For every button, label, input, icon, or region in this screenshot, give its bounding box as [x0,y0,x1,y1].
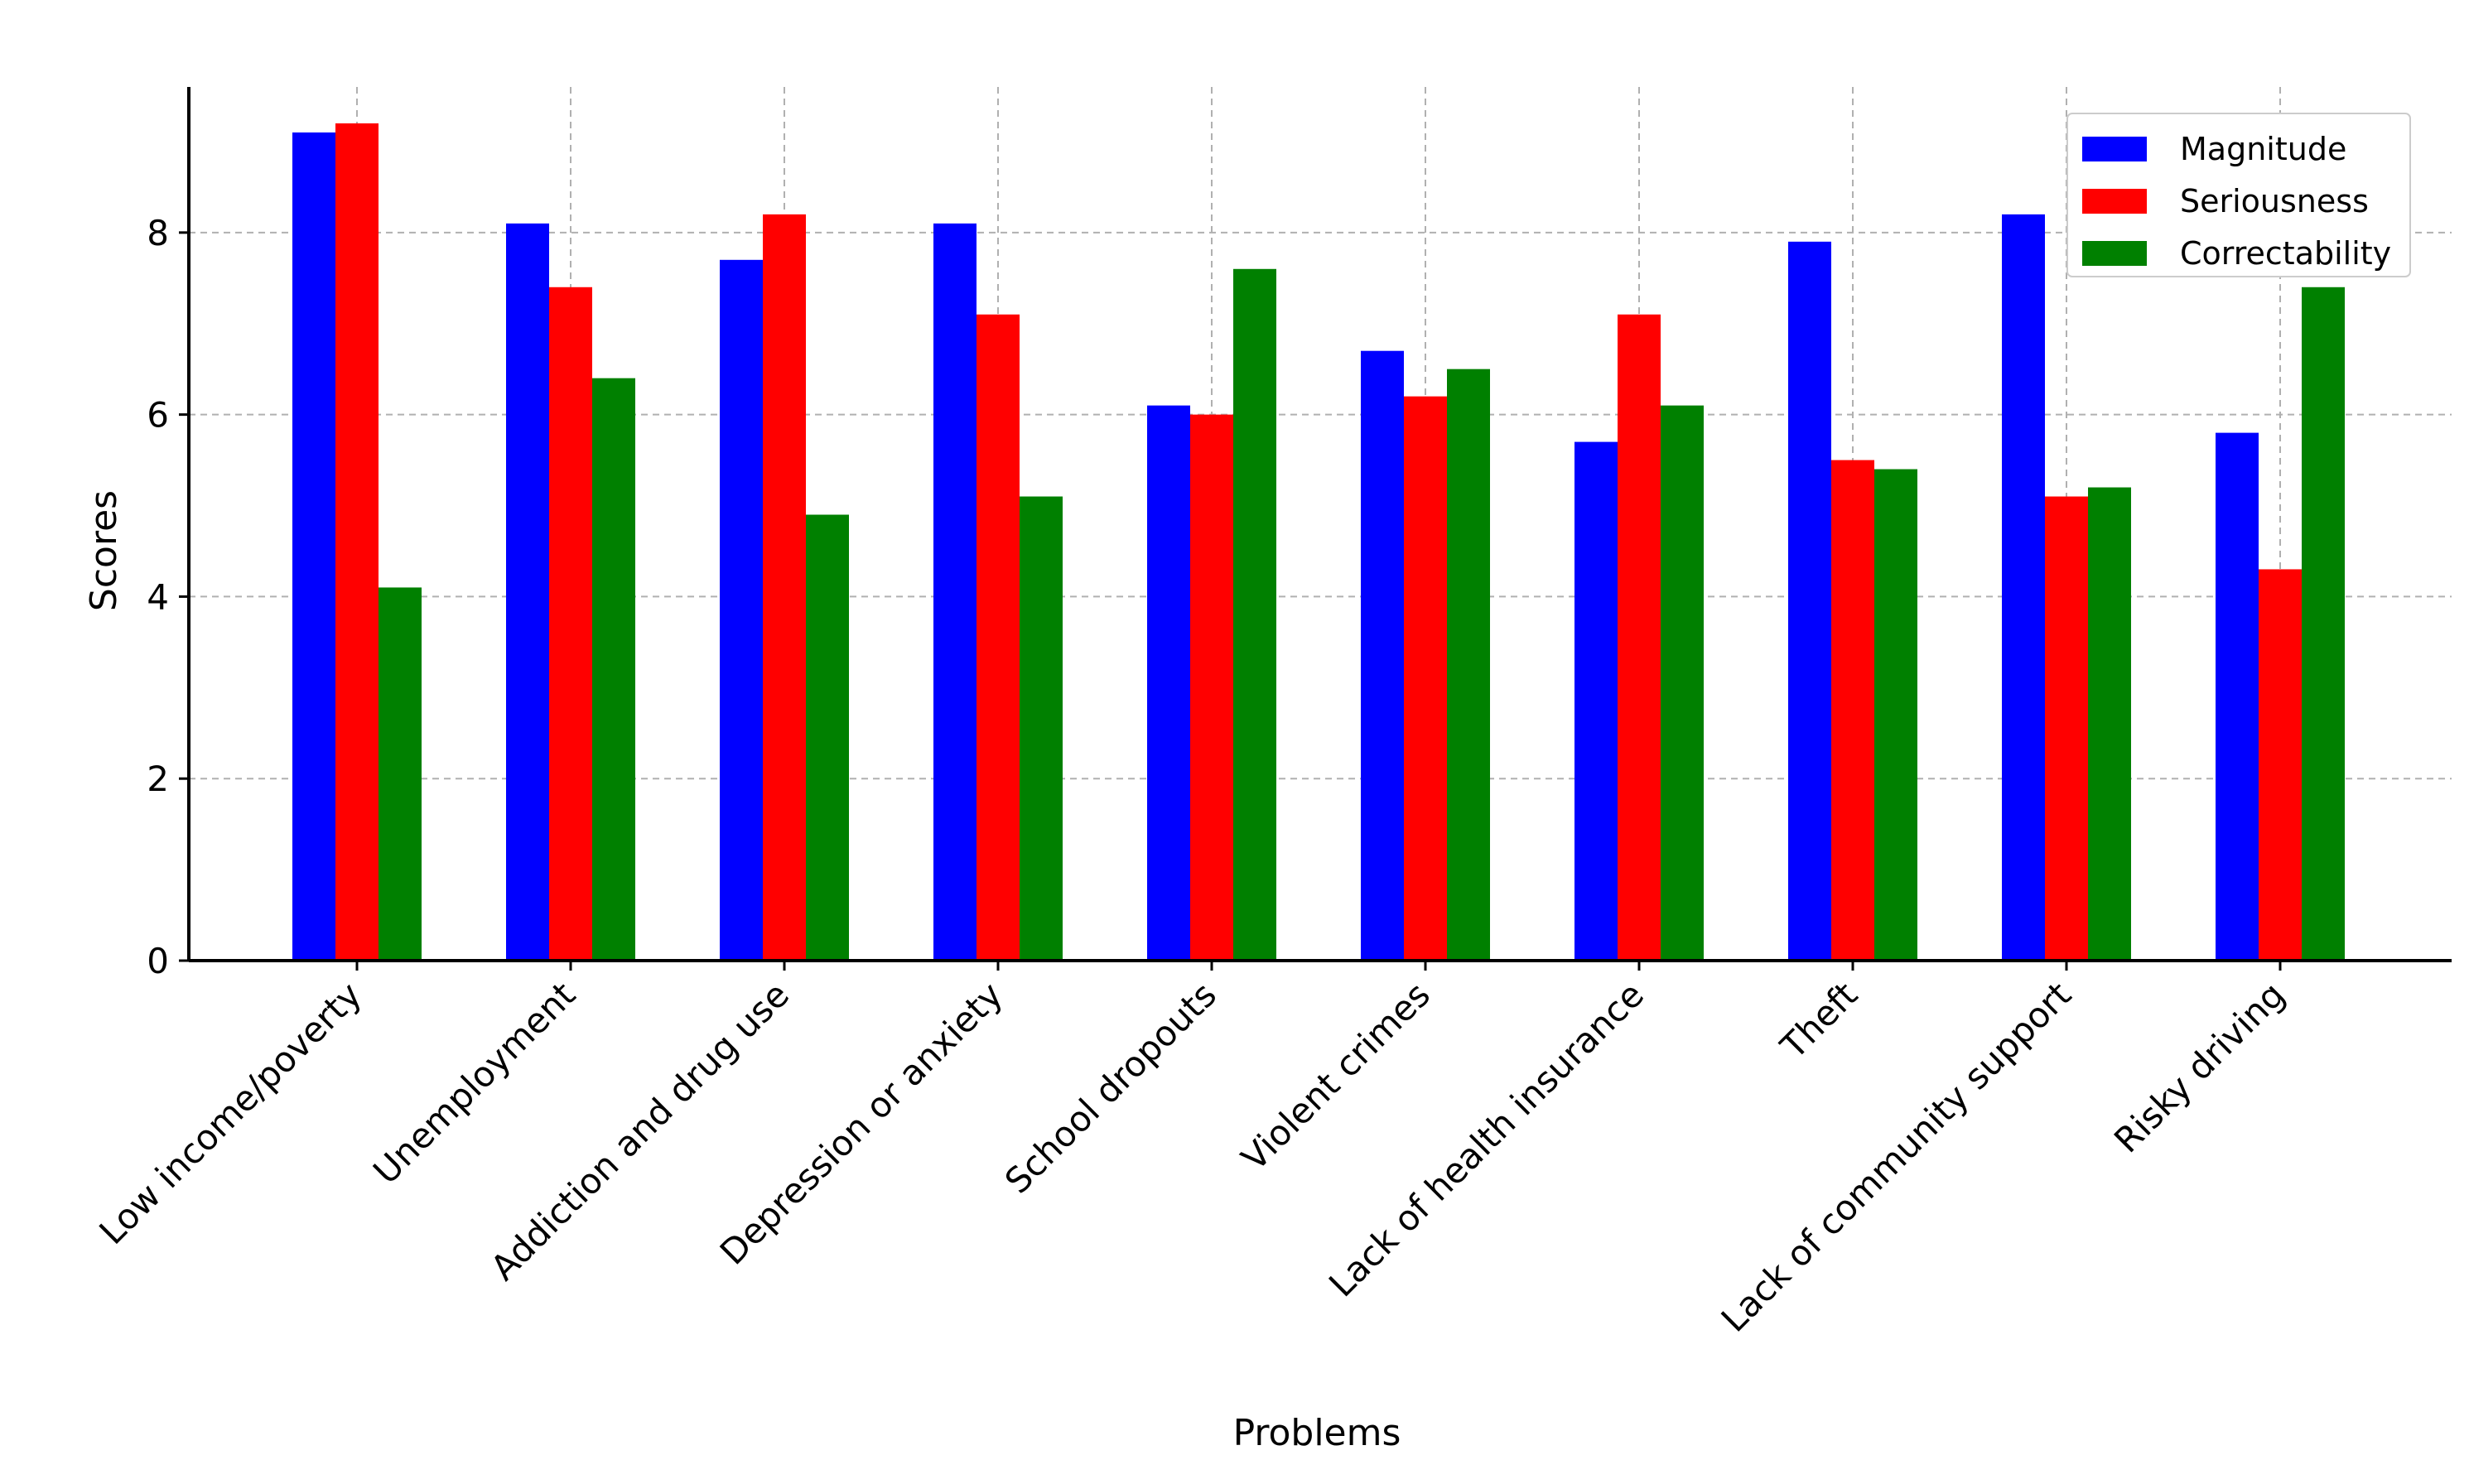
bars [292,123,2345,961]
bar-magnitude [720,259,763,961]
bar-magnitude [933,223,977,961]
bar-seriousness [2259,569,2302,961]
bar-seriousness [1404,396,1447,961]
axes [179,87,2452,971]
x-tick-label: Lack of community support [1714,974,2079,1339]
x-tick-label: Low income/poverty [91,974,369,1252]
x-axis-title: Problems [1233,1412,1401,1454]
bar-seriousness [1831,460,1874,961]
y-axis-title: Scores [83,490,125,611]
y-tick-label: 8 [147,213,169,253]
legend-label-magnitude: Magnitude [2180,131,2346,167]
bar-correctability [2302,287,2345,961]
bar-correctability [1020,496,1063,961]
legend-label-seriousness: Seriousness [2180,183,2369,219]
bar-correctability [1233,268,1276,961]
bar-magnitude [2002,214,2045,961]
bar-correctability [2088,487,2131,961]
legend-box [2066,113,2411,277]
x-tick-label: Unemployment [365,974,583,1192]
bar-correctability [1447,369,1490,961]
legend-swatch-seriousness [2082,189,2147,214]
y-tick-label: 6 [147,395,169,436]
legend-swatch-correctability [2082,241,2147,266]
bar-seriousness [549,287,592,961]
bar-seriousness [335,123,379,961]
bar-magnitude [1788,241,1831,961]
bar-magnitude [1361,350,1404,961]
bar-magnitude [1574,441,1618,961]
bar-seriousness [763,214,806,961]
y-tick-label: 4 [147,576,169,617]
bar-correctability [379,587,422,961]
bar-seriousness [2045,496,2088,961]
bar-correctability [806,514,849,961]
bar-seriousness [1618,314,1661,961]
legend: Magnitude Seriousness Correctability [2066,113,2411,277]
x-tick-label: Risky driving [2106,974,2293,1160]
bar-correctability [592,378,635,961]
bar-correctability [1661,405,1704,961]
x-tick-label: Theft [1772,974,1865,1067]
bar-correctability [1874,469,1917,961]
bar-magnitude [2216,432,2259,961]
y-tick-label: 2 [147,759,169,799]
y-tick-label: 0 [147,941,169,981]
legend-swatch-magnitude [2082,137,2147,161]
bar-seriousness [1190,414,1233,961]
bar-magnitude [292,132,335,961]
bar-magnitude [506,223,549,961]
legend-label-correctability: Correctability [2180,235,2391,272]
bar-magnitude [1147,405,1190,961]
x-tick-label: School dropouts [997,974,1224,1201]
x-tick-label: Violent crimes [1233,974,1438,1178]
bar-seriousness [977,314,1020,961]
